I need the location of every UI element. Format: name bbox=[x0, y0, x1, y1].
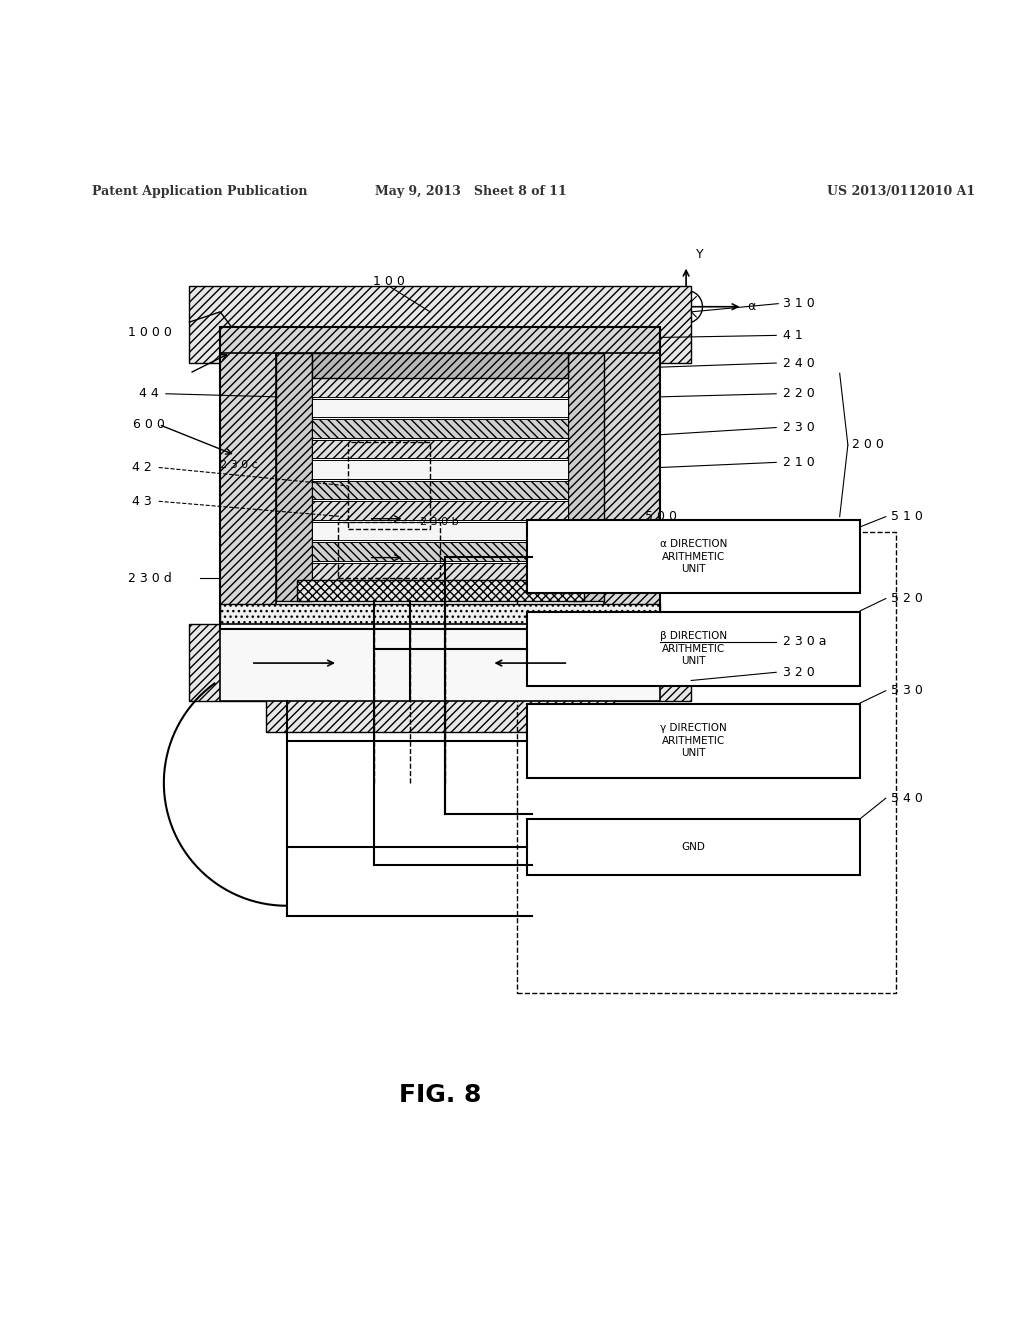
Bar bbox=[220, 327, 660, 630]
Bar bbox=[312, 420, 568, 438]
Bar bbox=[312, 440, 568, 458]
Text: Patent Application Publication: Patent Application Publication bbox=[92, 185, 307, 198]
Text: GND: GND bbox=[682, 842, 706, 851]
Text: Y: Y bbox=[696, 248, 703, 260]
Bar bbox=[312, 399, 568, 417]
Text: 4 3: 4 3 bbox=[132, 495, 152, 508]
Text: 1 0 0 0: 1 0 0 0 bbox=[128, 326, 172, 339]
Bar bbox=[527, 704, 860, 777]
Bar bbox=[189, 286, 691, 363]
Text: 3 1 0: 3 1 0 bbox=[783, 297, 815, 310]
Text: α DIRECTION
ARITHMETIC
UNIT: α DIRECTION ARITHMETIC UNIT bbox=[660, 539, 727, 574]
Text: 2 3 0 a: 2 3 0 a bbox=[783, 635, 826, 648]
Text: 2 0 0: 2 0 0 bbox=[852, 438, 884, 451]
Bar bbox=[312, 461, 568, 479]
Bar bbox=[604, 338, 660, 624]
Bar bbox=[527, 612, 860, 685]
Bar bbox=[276, 352, 312, 601]
Text: 2 4 0: 2 4 0 bbox=[783, 356, 815, 370]
Bar bbox=[348, 442, 430, 529]
Bar bbox=[312, 543, 568, 561]
Bar bbox=[312, 352, 568, 379]
Text: 5 3 0: 5 3 0 bbox=[891, 684, 923, 697]
Text: 4 4: 4 4 bbox=[139, 387, 159, 400]
Text: 2 1 0: 2 1 0 bbox=[783, 455, 815, 469]
Bar bbox=[527, 520, 860, 594]
Text: US 2013/0112010 A1: US 2013/0112010 A1 bbox=[827, 185, 975, 198]
Bar bbox=[312, 480, 568, 499]
Text: FIG. 8: FIG. 8 bbox=[399, 1084, 481, 1107]
Text: γ DIRECTION
ARITHMETIC
UNIT: γ DIRECTION ARITHMETIC UNIT bbox=[660, 723, 727, 758]
Bar bbox=[297, 579, 584, 601]
Text: 2 3 0 d: 2 3 0 d bbox=[128, 572, 172, 585]
Text: 2 2 0: 2 2 0 bbox=[783, 387, 815, 400]
Text: 5 1 0: 5 1 0 bbox=[891, 510, 923, 523]
Text: α: α bbox=[748, 300, 756, 313]
Bar bbox=[189, 624, 691, 701]
Text: 4 2: 4 2 bbox=[132, 461, 152, 474]
Text: 6 0 0: 6 0 0 bbox=[133, 418, 165, 430]
Text: 3 2 0: 3 2 0 bbox=[783, 665, 815, 678]
Text: May 9, 2013   Sheet 8 of 11: May 9, 2013 Sheet 8 of 11 bbox=[375, 185, 567, 198]
Bar bbox=[312, 502, 568, 520]
Bar bbox=[266, 696, 614, 731]
Text: β: β bbox=[671, 333, 677, 342]
Bar bbox=[338, 521, 440, 578]
Text: 2 3 0: 2 3 0 bbox=[783, 421, 815, 434]
Bar bbox=[266, 358, 614, 393]
Bar bbox=[312, 521, 568, 540]
Text: 5 0 0: 5 0 0 bbox=[645, 510, 677, 523]
Bar bbox=[220, 338, 276, 624]
Text: β DIRECTION
ARITHMETIC
UNIT: β DIRECTION ARITHMETIC UNIT bbox=[660, 631, 727, 667]
Bar bbox=[312, 562, 568, 581]
Bar bbox=[220, 624, 660, 701]
Bar bbox=[312, 379, 568, 397]
Text: 5 2 0: 5 2 0 bbox=[891, 593, 923, 605]
Text: 2 3 0 b: 2 3 0 b bbox=[420, 516, 459, 527]
Bar bbox=[220, 603, 660, 630]
Text: 1 0 0: 1 0 0 bbox=[373, 275, 406, 288]
Text: 4 1: 4 1 bbox=[783, 329, 803, 342]
Text: 2 3 0 c: 2 3 0 c bbox=[220, 461, 258, 470]
Text: 5 4 0: 5 4 0 bbox=[891, 792, 923, 805]
Bar bbox=[517, 532, 896, 993]
Bar bbox=[220, 327, 660, 352]
Bar bbox=[568, 352, 604, 601]
Bar bbox=[527, 818, 860, 875]
